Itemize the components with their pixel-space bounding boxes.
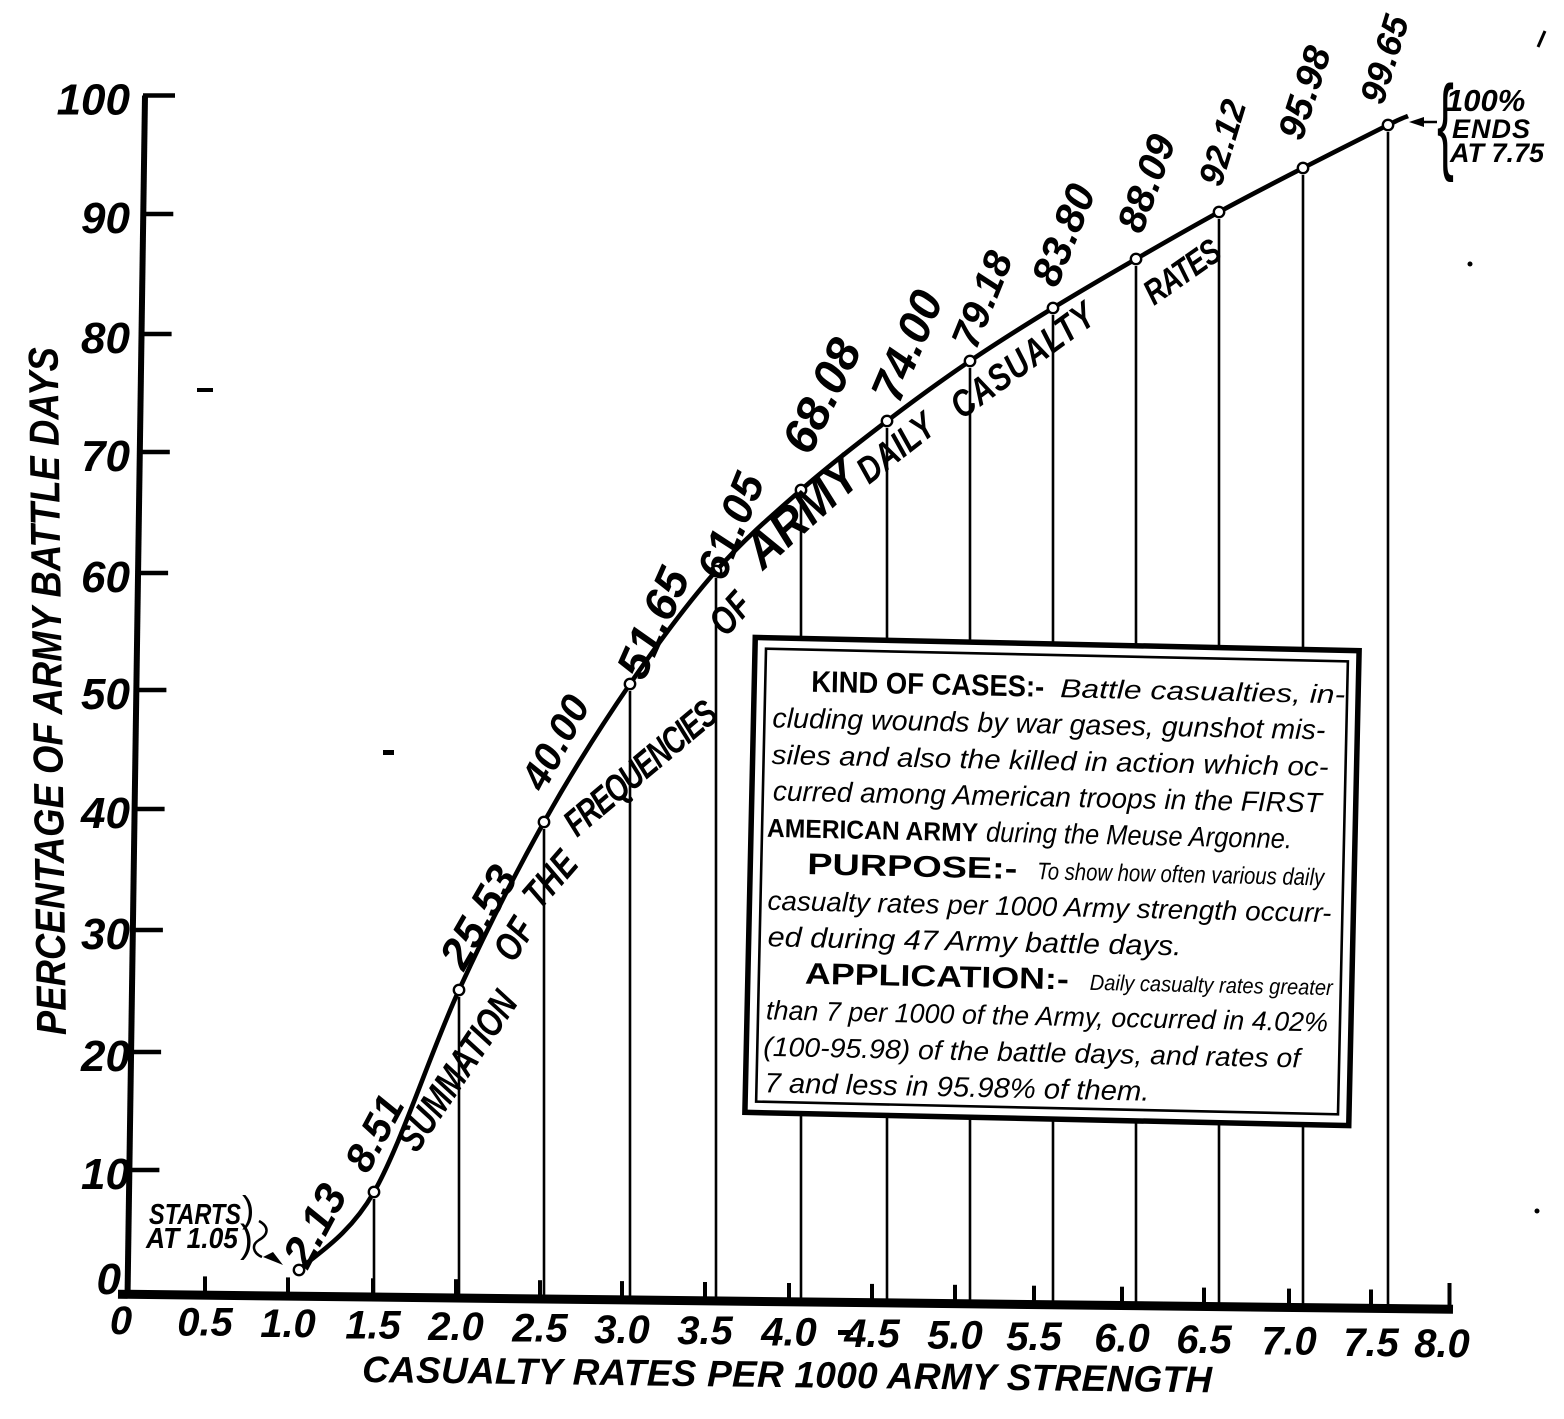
svg-text:5.0: 5.0	[927, 1314, 983, 1358]
svg-text:AT 1.05: AT 1.05	[145, 1223, 239, 1255]
svg-text:0: 0	[110, 1299, 132, 1343]
svg-text:7.0: 7.0	[1261, 1319, 1317, 1363]
svg-text:3.5: 3.5	[677, 1309, 733, 1353]
svg-text:1.0: 1.0	[260, 1302, 316, 1346]
svg-text:6.5: 6.5	[1176, 1318, 1232, 1362]
svg-text:PERCENTAGE OF ARMY BATTLE DAYS: PERCENTAGE OF ARMY BATTLE DAYS	[20, 347, 75, 1036]
svg-text:STARTS: STARTS	[149, 1199, 242, 1231]
svg-text:PURPOSE:-: PURPOSE:-	[807, 848, 1018, 886]
svg-text:7.5: 7.5	[1343, 1321, 1399, 1365]
svg-text:30: 30	[81, 910, 130, 959]
svg-text:): )	[240, 1218, 253, 1261]
svg-text:100: 100	[57, 76, 131, 125]
svg-text:during the Meuse Argonne.: during the Meuse Argonne.	[986, 817, 1293, 855]
svg-text:Battle casualties, in-: Battle casualties, in-	[1060, 673, 1346, 709]
svg-text:80: 80	[81, 314, 130, 363]
svg-text:APPLICATION:-: APPLICATION:-	[805, 958, 1070, 997]
svg-text:AMERICAN ARMY: AMERICAN ARMY	[767, 813, 979, 848]
svg-text:0.5: 0.5	[177, 1301, 233, 1345]
svg-text:1.5: 1.5	[345, 1303, 401, 1347]
svg-text:60: 60	[81, 553, 130, 602]
svg-text:2.5: 2.5	[511, 1306, 568, 1350]
svg-text:): )	[242, 1189, 254, 1230]
svg-text:Daily casualty rates greater: Daily casualty rates greater	[1090, 970, 1335, 1000]
svg-text:50: 50	[81, 670, 130, 719]
svg-text:70: 70	[81, 432, 130, 481]
svg-text:40: 40	[80, 789, 130, 838]
svg-text:6.0: 6.0	[1094, 1317, 1150, 1361]
svg-text:0: 0	[97, 1255, 122, 1304]
svg-text:ENDS: ENDS	[1452, 114, 1531, 144]
svg-text:3.0: 3.0	[594, 1308, 650, 1352]
svg-text:AT 7.75: AT 7.75	[1449, 138, 1545, 168]
svg-text:4.0: 4.0	[760, 1311, 817, 1355]
svg-text:90: 90	[81, 194, 130, 243]
svg-text:10: 10	[81, 1150, 130, 1199]
svg-text:KIND OF CASES:-: KIND OF CASES:-	[811, 666, 1045, 704]
svg-text:8.0: 8.0	[1414, 1322, 1470, 1366]
svg-text:2.0: 2.0	[427, 1305, 484, 1349]
svg-text:5.5: 5.5	[1006, 1315, 1062, 1359]
svg-text:100%: 100%	[1446, 83, 1525, 118]
svg-text:{: {	[1437, 63, 1454, 183]
svg-text:20: 20	[80, 1032, 130, 1081]
svg-text:To show how often various dail: To show how often various daily	[1037, 858, 1326, 891]
